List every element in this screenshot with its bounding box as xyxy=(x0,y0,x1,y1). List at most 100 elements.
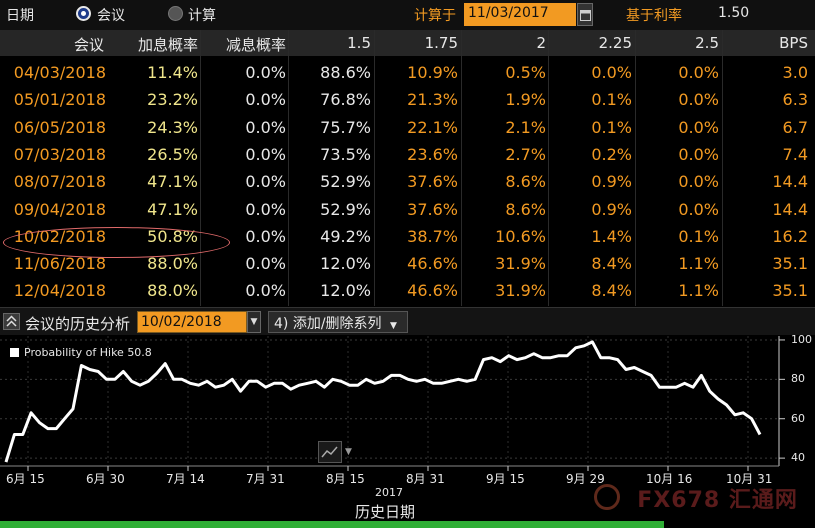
x-axis-title: 历史日期 xyxy=(355,503,416,521)
cut-prob-cell: 0.0% xyxy=(245,144,286,164)
prob-2-25-cell: 0.2% xyxy=(591,144,632,164)
table-row[interactable]: 08/07/2018 47.1% 0.0% 52.9% 37.6% 8.6% 0.9% 0.0… xyxy=(0,168,815,195)
prob-1-75-cell: 22.1% xyxy=(407,117,458,137)
add-series-label: 4) 添加/删除系列 xyxy=(274,316,382,332)
chart-type-dropdown-icon[interactable]: ▼ xyxy=(345,447,352,457)
table-row[interactable]: 09/04/2018 47.1% 0.0% 52.9% 37.6% 8.6% 0.9% 0.0… xyxy=(0,196,815,223)
bps-cell: 7.4 xyxy=(782,144,808,164)
cut-prob-cell: 0.0% xyxy=(245,281,286,301)
table-row[interactable]: 04/03/2018 11.4% 0.0% 88.6% 10.9% 0.5% 0.0% 0.0… xyxy=(0,59,815,86)
meeting-radio-label[interactable]: 会议 xyxy=(97,8,125,24)
add-remove-series-button[interactable]: 4) 添加/删除系列 ▼ xyxy=(268,311,408,333)
hike-prob-cell: 47.1% xyxy=(147,172,198,192)
bps-cell: 35.1 xyxy=(772,254,808,274)
prob-1-5-cell: 52.9% xyxy=(320,199,371,219)
chart-type-icon[interactable] xyxy=(318,441,342,463)
prob-1-5-cell: 12.0% xyxy=(320,254,371,274)
prob-1-5-cell: 12.0% xyxy=(320,281,371,301)
watermark: FX678 汇通网 xyxy=(594,488,798,513)
meeting-date-cell: 07/03/2018 xyxy=(13,144,106,164)
table-header: 会议 加息概率 减息概率 1.5 1.75 2 2.25 2.5 BPS xyxy=(0,30,815,56)
prob-2-cell: 2.7% xyxy=(505,144,546,164)
prob-2-cell: 2.1% xyxy=(505,117,546,137)
cut-prob-cell: 0.0% xyxy=(245,117,286,137)
x-tick-label: 10月 31 xyxy=(726,472,773,486)
legend-swatch xyxy=(10,348,19,357)
calendar-icon[interactable] xyxy=(577,3,593,26)
prob-2-25-cell: 0.0% xyxy=(591,63,632,82)
prob-1-75-cell: 38.7% xyxy=(407,226,458,246)
table-row[interactable]: 06/05/2018 24.3% 0.0% 75.7% 22.1% 2.1% 0.1% 0.0… xyxy=(0,114,815,141)
calc-date-input[interactable]: 11/03/2017 xyxy=(464,3,576,26)
prob-2-cell: 31.9% xyxy=(495,281,546,301)
prob-2-25-cell: 0.9% xyxy=(591,199,632,219)
prob-1-5-cell: 49.2% xyxy=(320,226,371,246)
prob-2-cell: 10.6% xyxy=(495,226,546,246)
history-toolbar: 会议的历史分析 10/02/2018 ▼ 4) 添加/删除系列 ▼ xyxy=(0,307,815,335)
y-tick-label: 80 xyxy=(791,372,805,386)
x-tick-label: 8月 31 xyxy=(406,472,445,486)
prob-2-25-cell: 8.4% xyxy=(591,281,632,301)
table-row[interactable]: 12/04/2018 88.0% 0.0% 12.0% 46.6% 31.9% 8.4% 1.… xyxy=(0,277,815,304)
prob-2-cell: 8.6% xyxy=(505,199,546,219)
meeting-select[interactable]: 10/02/2018 xyxy=(137,311,247,333)
hike-prob-cell: 26.5% xyxy=(147,144,198,164)
hike-probability-chart xyxy=(0,336,785,471)
highlight-circle xyxy=(3,227,230,258)
x-tick-label: 6月 30 xyxy=(86,472,125,486)
prob-1-5-cell: 88.6% xyxy=(320,63,371,82)
calc-date-label: 计算于 xyxy=(414,8,456,24)
prob-2-5-cell: 0.1% xyxy=(678,226,719,246)
progress-strip xyxy=(0,521,664,528)
prob-2-5-cell: 0.0% xyxy=(678,144,719,164)
calc-radio[interactable] xyxy=(168,6,183,21)
hike-prob-cell: 23.2% xyxy=(147,90,198,110)
hike-prob-cell: 24.3% xyxy=(147,117,198,137)
legend-label: Probability of Hike 50.8 xyxy=(24,346,152,359)
prob-2-cell: 0.5% xyxy=(505,63,546,82)
chevron-down-icon[interactable]: ▼ xyxy=(247,311,261,333)
prob-2-5-cell: 1.1% xyxy=(678,254,719,274)
date-label: 日期 xyxy=(6,8,34,24)
top-bar: 日期 会议 计算 计算于 11/03/2017 基于利率 1.50 xyxy=(0,0,815,30)
history-analysis-label: 会议的历史分析 xyxy=(25,315,131,333)
cut-prob-cell: 0.0% xyxy=(245,199,286,219)
meeting-radio[interactable] xyxy=(76,6,91,21)
y-tick-label: 40 xyxy=(791,451,805,465)
col-header-1-75: 1.75 xyxy=(424,34,458,52)
prob-1-5-cell: 76.8% xyxy=(320,90,371,110)
collapse-button[interactable] xyxy=(3,313,20,330)
year-label: 2017 xyxy=(375,486,403,499)
bps-cell: 3.0 xyxy=(782,63,808,82)
x-tick-label: 7月 31 xyxy=(246,472,285,486)
hike-prob-cell: 88.0% xyxy=(147,281,198,301)
calc-radio-label[interactable]: 计算 xyxy=(188,8,216,24)
x-tick-label: 10月 16 xyxy=(646,472,693,486)
prob-2-5-cell: 0.0% xyxy=(678,117,719,137)
prob-2-5-cell: 0.0% xyxy=(678,63,719,82)
prob-2-25-cell: 0.1% xyxy=(591,117,632,137)
cut-prob-cell: 0.0% xyxy=(245,254,286,274)
meeting-date-cell: 08/07/2018 xyxy=(13,172,106,192)
meeting-date-cell: 09/04/2018 xyxy=(13,199,106,219)
prob-2-5-cell: 0.0% xyxy=(678,172,719,192)
prob-1-75-cell: 21.3% xyxy=(407,90,458,110)
prob-2-25-cell: 0.1% xyxy=(591,90,632,110)
table-row[interactable]: 11/06/2018 88.0% 0.0% 12.0% 46.6% 31.9% 8.4% 1.… xyxy=(0,250,815,277)
prob-2-25-cell: 1.4% xyxy=(591,226,632,246)
prob-1-75-cell: 46.6% xyxy=(407,254,458,274)
table-row[interactable]: 05/01/2018 23.2% 0.0% 76.8% 21.3% 1.9% 0.1% 0.0… xyxy=(0,86,815,113)
bps-cell: 6.7 xyxy=(782,117,808,137)
col-header-2-25: 2.25 xyxy=(598,34,632,52)
x-tick-label: 7月 14 xyxy=(166,472,205,486)
col-header-hike-prob: 加息概率 xyxy=(137,36,198,54)
table-row[interactable]: 07/03/2018 26.5% 0.0% 73.5% 23.6% 2.7% 0.2% 0.0… xyxy=(0,141,815,168)
x-tick-label: 8月 15 xyxy=(326,472,365,486)
meeting-date-cell: 05/01/2018 xyxy=(13,90,106,110)
col-header-meeting: 会议 xyxy=(73,36,104,54)
meeting-date-cell: 04/03/2018 xyxy=(13,63,106,82)
prob-2-cell: 31.9% xyxy=(495,254,546,274)
meeting-date-cell: 12/04/2018 xyxy=(13,281,106,301)
watermark-logo xyxy=(594,484,620,510)
col-header-cut-prob: 减息概率 xyxy=(225,36,286,54)
